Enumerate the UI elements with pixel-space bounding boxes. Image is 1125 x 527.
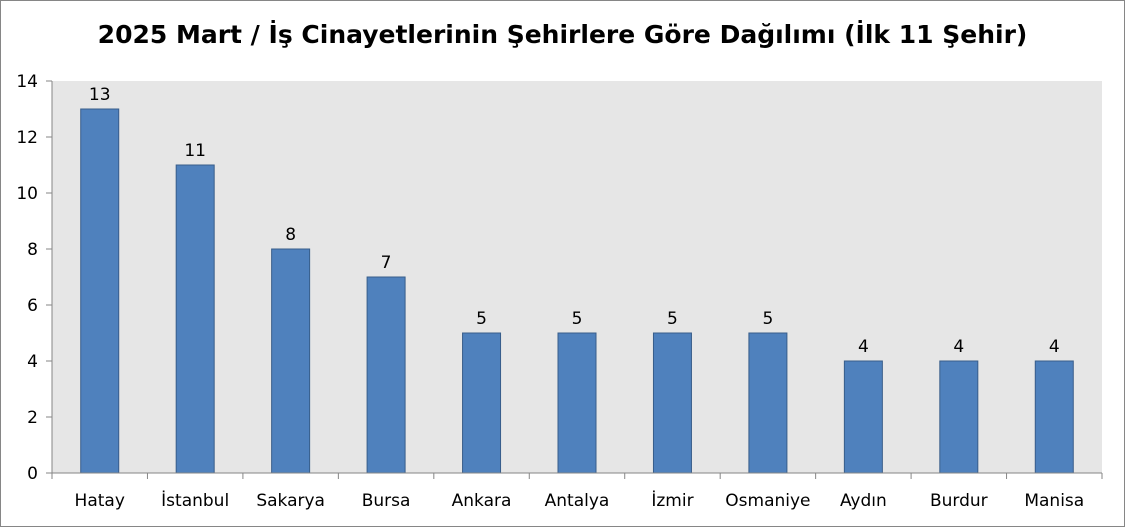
bar [175,164,215,474]
bar [748,332,788,474]
chart-title: 2025 Mart / İş Cinayetlerinin Şehirlere … [97,20,1028,49]
data-label: 11 [184,141,206,161]
bar [271,248,311,474]
data-label: 5 [667,309,678,329]
x-tick-label: Aydın [840,491,887,511]
x-tick-label: İstanbul [161,490,229,511]
data-label: 4 [858,337,869,357]
y-tick-label: 0 [27,464,38,484]
bar [843,360,883,474]
x-tick-label: Antalya [545,491,610,511]
x-tick-label: Burdur [930,491,988,511]
x-tick-label: Hatay [75,491,125,511]
data-label: 8 [285,225,296,245]
bar [1034,360,1074,474]
x-tick-label: Sakarya [256,491,325,511]
x-tick-label: Ankara [452,491,512,511]
bars: 13 11 8 7 5 5 5 5 4 4 4 [80,85,1074,474]
data-label: 13 [89,85,111,105]
bar [80,108,120,474]
y-tick-label: 8 [27,240,38,260]
bar [366,276,406,474]
data-label: 5 [476,309,487,329]
bar [652,332,692,474]
y-tick-label: 10 [16,184,38,204]
bar [462,332,502,474]
y-tick-label: 12 [16,128,38,148]
y-tick-label: 14 [16,72,38,92]
data-label: 4 [953,337,964,357]
bar [557,332,597,474]
x-axis: Hatay İstanbul Sakarya Bursa Ankara Antalya İz… [51,472,1103,511]
data-label: 4 [1049,337,1060,357]
x-tick-label: Bursa [362,491,411,511]
x-tick-label: İzmir [651,490,693,511]
y-tick-label: 4 [27,352,38,372]
data-label: 5 [572,309,583,329]
data-label: 5 [762,309,773,329]
y-axis: 0 2 4 6 8 10 12 14 [16,72,53,484]
x-tick-label: Manisa [1024,491,1084,511]
y-tick-label: 6 [27,296,38,316]
bar [939,360,979,474]
x-tick-label: Osmaniye [725,491,810,511]
data-label: 7 [381,253,392,273]
y-tick-label: 2 [27,408,38,428]
